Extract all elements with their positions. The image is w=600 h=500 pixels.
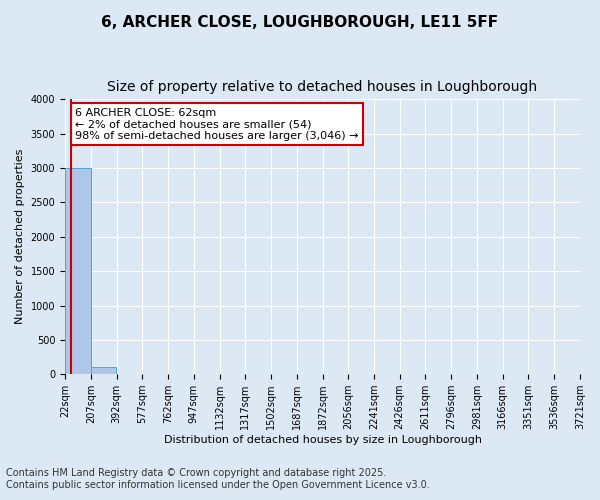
Y-axis label: Number of detached properties: Number of detached properties	[15, 149, 25, 324]
Bar	[91, 368, 116, 374]
Title: Size of property relative to detached houses in Loughborough: Size of property relative to detached ho…	[107, 80, 538, 94]
X-axis label: Distribution of detached houses by size in Loughborough: Distribution of detached houses by size …	[164, 435, 482, 445]
Text: 6, ARCHER CLOSE, LOUGHBOROUGH, LE11 5FF: 6, ARCHER CLOSE, LOUGHBOROUGH, LE11 5FF	[101, 15, 499, 30]
Bar	[65, 168, 91, 374]
Text: Contains HM Land Registry data © Crown copyright and database right 2025.
Contai: Contains HM Land Registry data © Crown c…	[6, 468, 430, 490]
Text: 6 ARCHER CLOSE: 62sqm
← 2% of detached houses are smaller (54)
98% of semi-detac: 6 ARCHER CLOSE: 62sqm ← 2% of detached h…	[76, 108, 359, 141]
